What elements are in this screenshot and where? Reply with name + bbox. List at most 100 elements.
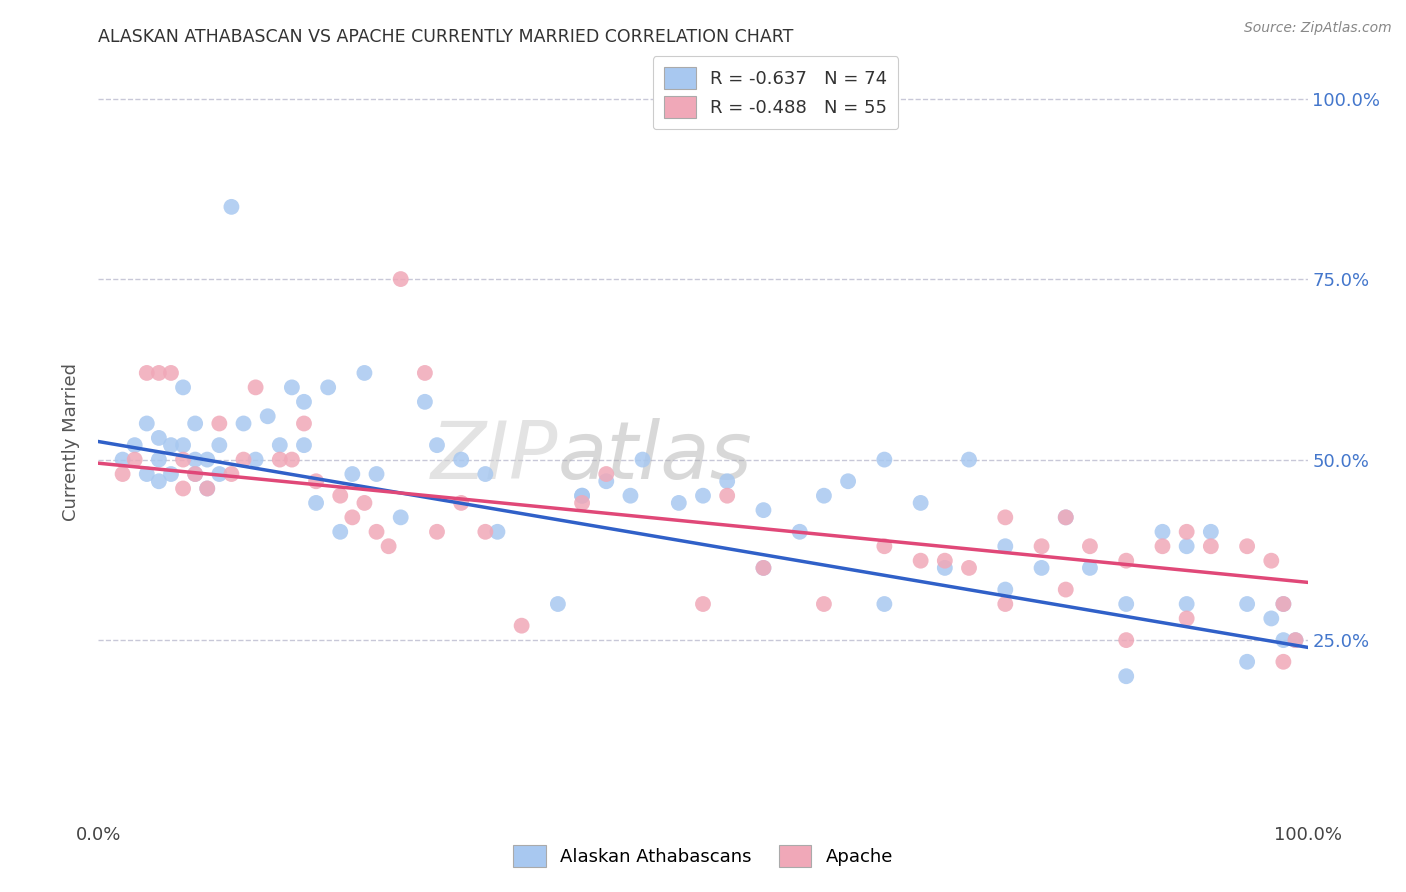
Point (305, 475, 328, 489)
Point (595, 475, 617, 489)
Point (994, 539, 1017, 553)
Point (256, 409, 278, 424)
Point (813, 597, 835, 611)
Point (571, 489, 593, 503)
Point (329, 524, 352, 539)
Point (426, 438, 449, 452)
Point (1260, 611, 1282, 625)
Point (353, 366, 375, 380)
Text: ALASKAN ATHABASCAN VS APACHE CURRENTLY MARRIED CORRELATION CHART: ALASKAN ATHABASCAN VS APACHE CURRENTLY M… (98, 28, 794, 45)
Point (1272, 655, 1295, 669)
Point (1272, 633, 1295, 648)
Point (957, 561, 980, 575)
Point (1152, 524, 1174, 539)
Point (934, 554, 956, 568)
Point (474, 467, 496, 481)
Point (148, 452, 170, 467)
Point (692, 597, 714, 611)
Point (135, 366, 157, 380)
Point (692, 489, 714, 503)
Point (111, 467, 134, 481)
Point (1115, 597, 1137, 611)
Point (221, 467, 243, 481)
Point (1115, 633, 1137, 648)
Point (160, 438, 183, 452)
Point (160, 467, 183, 481)
Point (269, 452, 291, 467)
Point (148, 475, 170, 489)
Point (135, 417, 157, 431)
Point (426, 524, 449, 539)
Point (1175, 597, 1198, 611)
Point (366, 467, 388, 481)
Point (389, 272, 412, 286)
Point (245, 452, 267, 467)
Point (195, 482, 218, 496)
Point (195, 452, 218, 467)
Point (221, 200, 243, 214)
Point (752, 561, 775, 575)
Legend: Alaskan Athabascans, Apache: Alaskan Athabascans, Apache (506, 838, 900, 874)
Point (1272, 597, 1295, 611)
Point (342, 510, 364, 524)
Point (1199, 524, 1222, 539)
Point (172, 482, 194, 496)
Point (547, 597, 569, 611)
Point (1031, 539, 1053, 553)
Point (619, 489, 641, 503)
Point (934, 561, 956, 575)
Point (813, 489, 835, 503)
Point (571, 496, 593, 510)
Text: atlas: atlas (558, 417, 752, 496)
Point (232, 452, 254, 467)
Point (1199, 539, 1222, 553)
Point (474, 524, 496, 539)
Point (172, 380, 194, 394)
Point (160, 366, 183, 380)
Point (329, 489, 352, 503)
Point (994, 510, 1017, 524)
Point (389, 510, 412, 524)
Point (316, 380, 339, 394)
Point (1054, 510, 1077, 524)
Point (281, 452, 304, 467)
Legend: R = -0.637   N = 74, R = -0.488   N = 55: R = -0.637 N = 74, R = -0.488 N = 55 (652, 56, 898, 129)
Point (873, 539, 896, 553)
Point (148, 366, 170, 380)
Point (245, 380, 267, 394)
Point (1152, 539, 1174, 553)
Point (1236, 655, 1258, 669)
Point (1031, 561, 1053, 575)
Point (377, 539, 399, 553)
Point (292, 417, 315, 431)
Point (910, 554, 932, 568)
Point (413, 394, 436, 409)
Point (1236, 597, 1258, 611)
Y-axis label: Currently Married: Currently Married (62, 362, 80, 521)
Point (305, 496, 328, 510)
Point (195, 482, 218, 496)
Point (135, 467, 157, 481)
Point (353, 496, 375, 510)
Point (450, 452, 472, 467)
Point (752, 561, 775, 575)
Point (486, 524, 509, 539)
Point (873, 452, 896, 467)
Point (571, 489, 593, 503)
Point (124, 438, 146, 452)
Point (1115, 669, 1137, 683)
Text: Source: ZipAtlas.com: Source: ZipAtlas.com (1244, 21, 1392, 35)
Point (172, 438, 194, 452)
Point (292, 394, 315, 409)
Point (595, 467, 617, 481)
Point (910, 496, 932, 510)
Point (957, 452, 980, 467)
Point (994, 597, 1017, 611)
Point (789, 524, 811, 539)
Point (752, 503, 775, 517)
Point (873, 597, 896, 611)
Point (1284, 633, 1306, 648)
Point (148, 431, 170, 445)
Point (1054, 582, 1077, 597)
Point (1115, 554, 1137, 568)
